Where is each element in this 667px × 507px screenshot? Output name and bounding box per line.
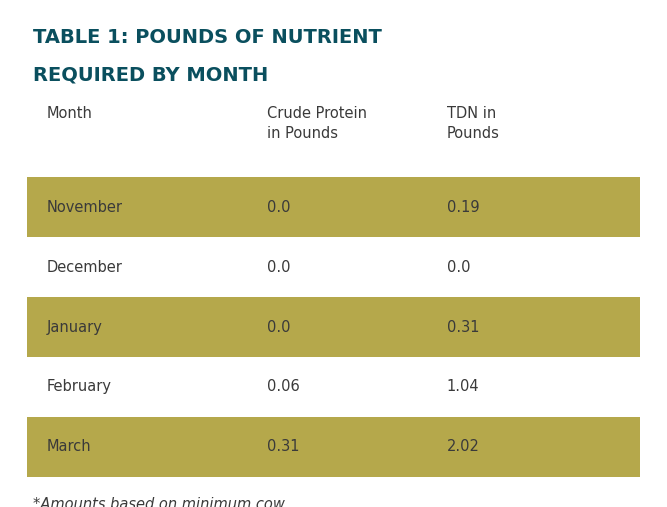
Bar — [27, 177, 640, 237]
Text: 2.02: 2.02 — [447, 439, 480, 454]
Text: 0.31: 0.31 — [267, 439, 299, 454]
Bar — [27, 417, 640, 477]
Text: January: January — [47, 319, 103, 335]
Text: Month: Month — [47, 106, 93, 122]
Text: December: December — [47, 260, 123, 275]
Text: *Amounts based on minimum cow
requirements in graphs 1 and 2.: *Amounts based on minimum cow requiremen… — [33, 497, 285, 507]
Bar — [27, 237, 640, 297]
Text: TDN in
Pounds: TDN in Pounds — [447, 106, 500, 140]
Bar — [27, 297, 640, 357]
Text: November: November — [47, 200, 123, 215]
Text: 0.0: 0.0 — [447, 260, 470, 275]
Text: 0.0: 0.0 — [267, 200, 290, 215]
Text: February: February — [47, 379, 111, 394]
Text: REQUIRED BY MONTH: REQUIRED BY MONTH — [33, 66, 269, 85]
Text: 0.0: 0.0 — [267, 260, 290, 275]
Text: March: March — [47, 439, 91, 454]
Text: 0.06: 0.06 — [267, 379, 299, 394]
Text: 1.04: 1.04 — [447, 379, 480, 394]
Text: 0.19: 0.19 — [447, 200, 480, 215]
Text: 0.31: 0.31 — [447, 319, 480, 335]
Text: TABLE 1: POUNDS OF NUTRIENT: TABLE 1: POUNDS OF NUTRIENT — [33, 28, 382, 47]
Bar — [27, 357, 640, 417]
Text: 0.0: 0.0 — [267, 319, 290, 335]
Text: Crude Protein
in Pounds: Crude Protein in Pounds — [267, 106, 367, 140]
